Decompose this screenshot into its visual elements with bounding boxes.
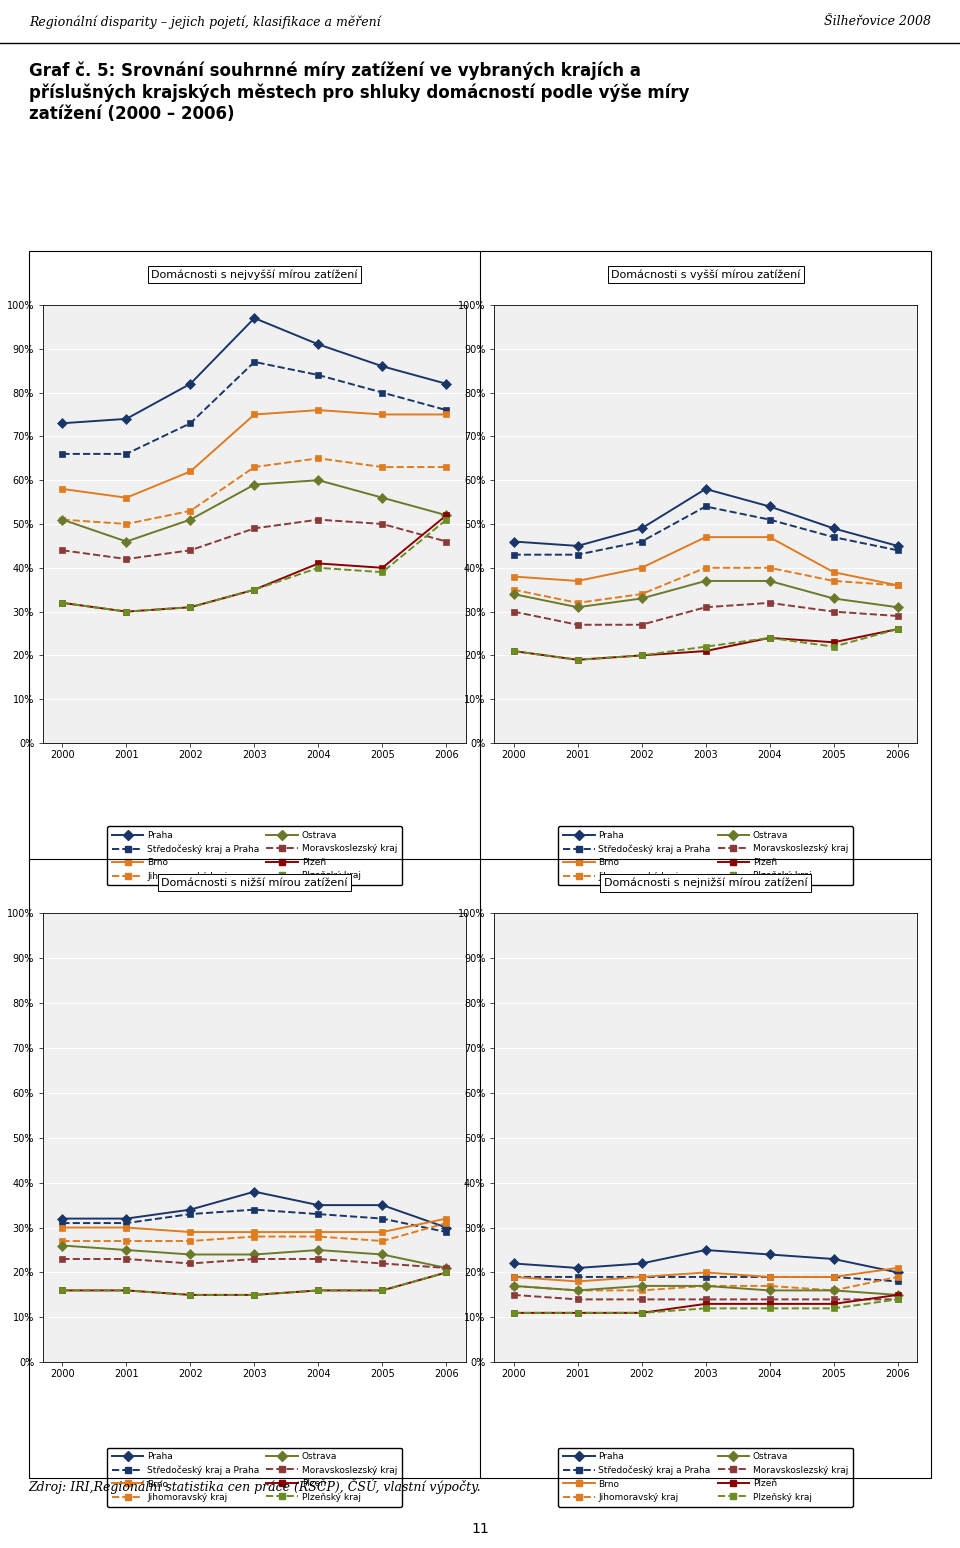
Text: Domácnosti s nejvyšší mírou zatížení: Domácnosti s nejvyšší mírou zatížení <box>151 269 358 280</box>
Legend: Praha, Středočeský kraj a Praha, Brno, Jihomoravský kraj, Ostrava, Moravskoslezs: Praha, Středočeský kraj a Praha, Brno, J… <box>559 1447 852 1506</box>
Text: Domácnosti s vyšší mírou zatížení: Domácnosti s vyšší mírou zatížení <box>611 269 801 280</box>
Text: Graf č. 5: Srovnání souhrnné míry zatížení ve vybraných krajích a
příslušných kr: Graf č. 5: Srovnání souhrnné míry zatíže… <box>29 62 689 122</box>
Text: Domácnosti s nejnižší mírou zatížení: Domácnosti s nejnižší mírou zatížení <box>604 878 807 889</box>
Text: Zdroj: IRI,Regionální statistika cen práce (RSCP), ČSÚ, vlastní výpočty.: Zdroj: IRI,Regionální statistika cen prá… <box>29 1478 481 1494</box>
Text: Regionální disparity – jejich pojetí, klasifikace a měření: Regionální disparity – jejich pojetí, kl… <box>29 15 380 29</box>
Legend: Praha, Středočeský kraj a Praha, Brno, Jihomoravský kraj, Ostrava, Moravskoslezs: Praha, Středočeský kraj a Praha, Brno, J… <box>108 1447 401 1506</box>
Legend: Praha, Středočeský kraj a Praha, Brno, Jihomoravský kraj, Ostrava, Moravskoslezs: Praha, Středočeský kraj a Praha, Brno, J… <box>559 827 852 885</box>
Text: Šilheřovice 2008: Šilheřovice 2008 <box>825 15 931 28</box>
Text: 11: 11 <box>471 1522 489 1536</box>
Text: Domácnosti s nižší mírou zatížení: Domácnosti s nižší mírou zatížení <box>161 878 348 887</box>
Legend: Praha, Středočeský kraj a Praha, Brno, Jihomoravský kraj, Ostrava, Moravskoslezs: Praha, Středočeský kraj a Praha, Brno, J… <box>108 827 401 885</box>
